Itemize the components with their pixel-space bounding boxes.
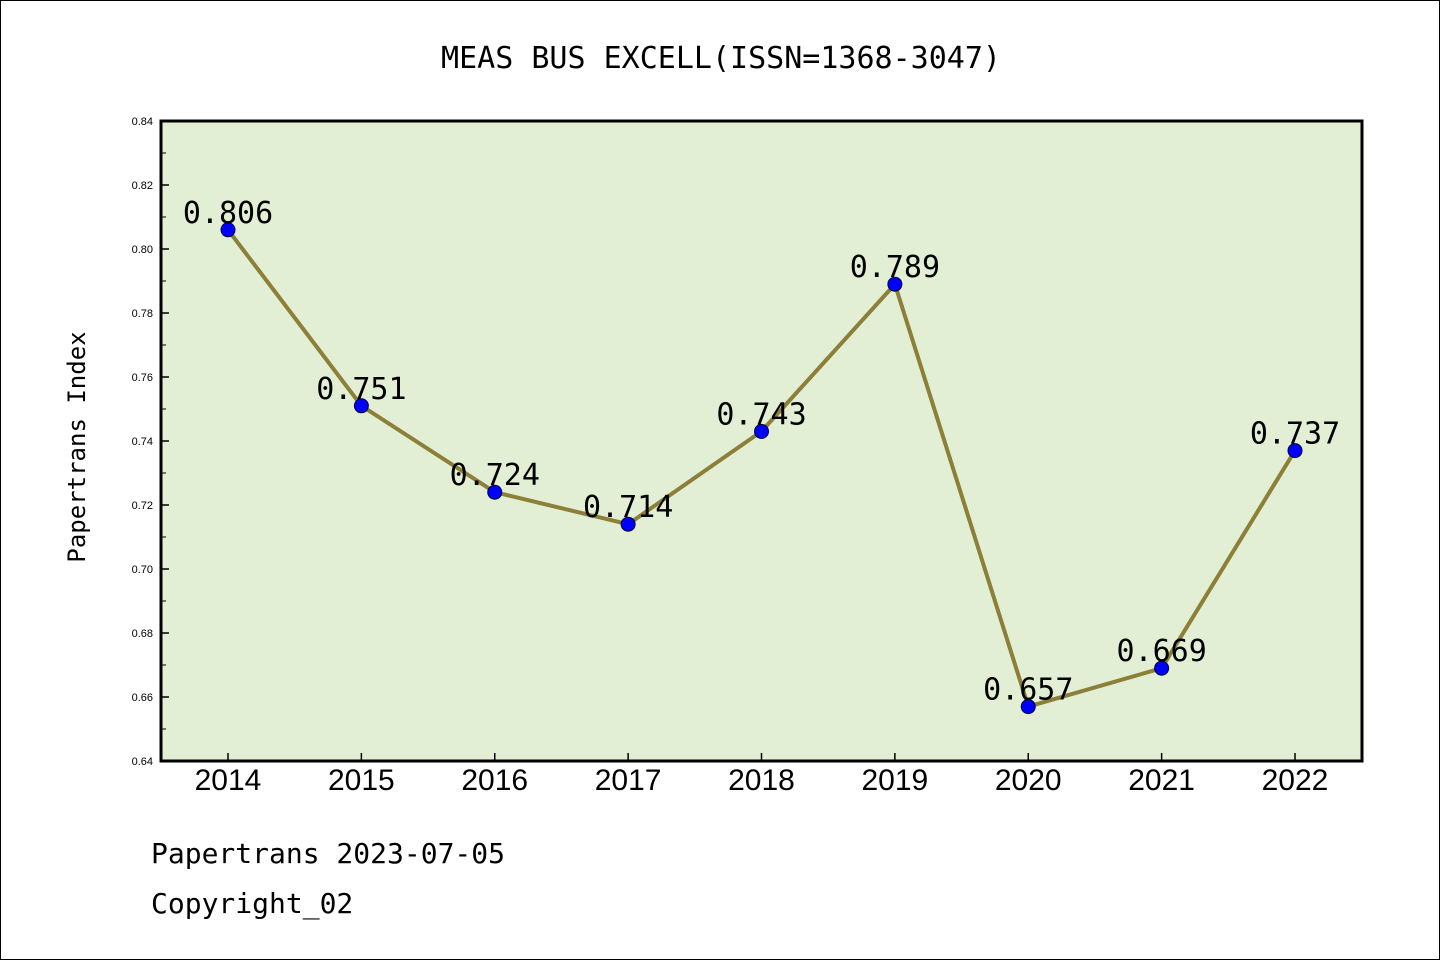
data-label: 0.669	[1116, 634, 1206, 669]
y-axis-label: Papertrans Index	[63, 331, 91, 562]
x-tick-label: 2016	[461, 764, 528, 797]
data-point	[220, 222, 236, 238]
data-point	[1020, 699, 1036, 715]
data-label: 0.806	[183, 196, 273, 231]
data-label: 0.714	[583, 490, 673, 525]
data-point	[1287, 443, 1303, 459]
y-tick-label: 0.66	[132, 692, 153, 704]
y-tick-label: 0.70	[132, 564, 153, 576]
data-point	[754, 423, 769, 439]
y-tick-label: 0.82	[132, 180, 153, 192]
y-tick-label: 0.84	[132, 116, 153, 128]
data-point	[620, 516, 636, 532]
y-tick-label: 0.80	[132, 244, 153, 256]
x-tick-label: 2014	[195, 764, 262, 797]
y-tick-label: 0.68	[132, 628, 153, 640]
y-tick-label: 0.76	[132, 372, 153, 384]
data-label: 0.751	[316, 372, 406, 407]
data-label: 0.657	[983, 673, 1073, 708]
chart-title: MEAS BUS EXCELL(ISSN=1368-3047)	[441, 41, 1001, 76]
data-point	[353, 398, 369, 414]
plot-frame	[159, 119, 1364, 763]
y-axis-ticks: 0.64 0.66 0.68 0.70 0.72 0.74 0.76 0.78 0.80 0.82…	[132, 116, 169, 768]
x-tick-label: 2021	[1128, 764, 1195, 797]
y-tick-label: 0.78	[132, 308, 153, 320]
data-label: 0.724	[450, 458, 540, 493]
x-tick-label: 2020	[995, 764, 1062, 797]
x-tick-label: 2017	[595, 764, 662, 797]
footer-copyright: Copyright_02	[151, 887, 354, 920]
data-labels: 0.806 0.751 0.724 0.714 0.743 0.789 0.657 0.669…	[183, 196, 1340, 708]
data-point	[887, 276, 903, 292]
data-point	[487, 484, 503, 500]
y-tick-label: 0.72	[132, 500, 153, 512]
data-label: 0.789	[850, 250, 940, 285]
x-tick-label: 2015	[328, 764, 395, 797]
x-tick-label: 2022	[1262, 764, 1329, 797]
x-axis-ticks: 2014 2015 2016 2017 2018 2019 2020 2021 2022	[195, 753, 1329, 797]
data-markers	[220, 222, 1303, 715]
x-tick-label: 2018	[728, 764, 795, 797]
y-tick-label: 0.74	[132, 436, 153, 448]
data-point	[1154, 660, 1170, 676]
y-tick-label: 0.64	[132, 756, 153, 768]
data-label: 0.737	[1250, 417, 1340, 452]
data-label: 0.743	[716, 397, 806, 432]
x-tick-label: 2019	[862, 764, 929, 797]
footer-date: Papertrans 2023-07-05	[151, 837, 506, 870]
plot-area	[161, 121, 1362, 761]
